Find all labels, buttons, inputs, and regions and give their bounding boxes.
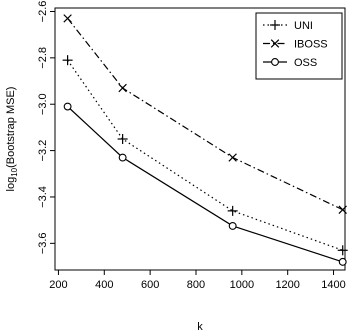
y-axis-label-sub: 10 bbox=[10, 167, 19, 176]
y-tick-label: −2.6 bbox=[37, 1, 49, 23]
x-tick-label: 1000 bbox=[230, 279, 254, 291]
legend-item-iboss: IBOSS bbox=[263, 39, 328, 51]
y-tick-label: −2.8 bbox=[37, 47, 49, 69]
data-point bbox=[62, 55, 73, 66]
data-point bbox=[337, 245, 348, 256]
x-tick-label: 200 bbox=[49, 279, 67, 291]
data-point bbox=[227, 205, 238, 216]
legend-marker bbox=[271, 58, 279, 66]
series-oss bbox=[63, 102, 347, 266]
series-line bbox=[67, 106, 343, 263]
legend-marker bbox=[270, 39, 280, 48]
y-axis: −2.6 −2.8 −3.0 −3.2 −3.4 −3.6 bbox=[37, 1, 55, 254]
legend-label: UNI bbox=[294, 20, 313, 32]
series-iboss bbox=[63, 14, 347, 214]
series-uni bbox=[62, 55, 348, 256]
data-point bbox=[63, 14, 72, 23]
x-tick-label: 1400 bbox=[321, 279, 345, 291]
legend: UNI IBOSS OSS bbox=[255, 12, 343, 80]
y-axis-label: log10(Bootstrap MSE) bbox=[5, 87, 19, 192]
data-point bbox=[118, 83, 127, 93]
y-tick-label: −3.4 bbox=[37, 186, 49, 208]
y-axis-label-rest: (Bootstrap MSE) bbox=[5, 87, 17, 168]
data-point bbox=[117, 134, 128, 144]
data-point bbox=[63, 102, 72, 111]
x-tick-label: 400 bbox=[95, 279, 113, 291]
data-point bbox=[118, 153, 127, 162]
plot-frame bbox=[54, 7, 346, 271]
data-point bbox=[338, 205, 347, 214]
y-tick-label: −3.2 bbox=[37, 140, 49, 162]
x-tick-label: 600 bbox=[141, 279, 159, 291]
y-tick-label: −3.6 bbox=[37, 232, 49, 254]
data-point bbox=[228, 221, 237, 230]
data-point bbox=[228, 153, 237, 162]
series-line bbox=[67, 59, 343, 251]
series-line bbox=[67, 18, 343, 211]
x-axis: 200 400 600 800 1000 1200 1400 bbox=[49, 270, 346, 291]
x-tick-label: 1200 bbox=[275, 279, 299, 291]
legend-label: OSS bbox=[294, 57, 317, 69]
legend-label: IBOSS bbox=[294, 39, 328, 51]
legend-marker bbox=[270, 20, 280, 30]
legend-item-uni: UNI bbox=[263, 20, 313, 32]
legend-box bbox=[255, 12, 343, 80]
y-axis-label-log: log bbox=[5, 177, 17, 192]
x-axis-label: k bbox=[197, 321, 203, 333]
series-layer bbox=[62, 14, 348, 266]
x-tick-label: 800 bbox=[187, 279, 205, 291]
data-point bbox=[338, 257, 347, 266]
y-tick-label: −3.0 bbox=[37, 93, 49, 115]
legend-item-oss: OSS bbox=[263, 57, 317, 69]
